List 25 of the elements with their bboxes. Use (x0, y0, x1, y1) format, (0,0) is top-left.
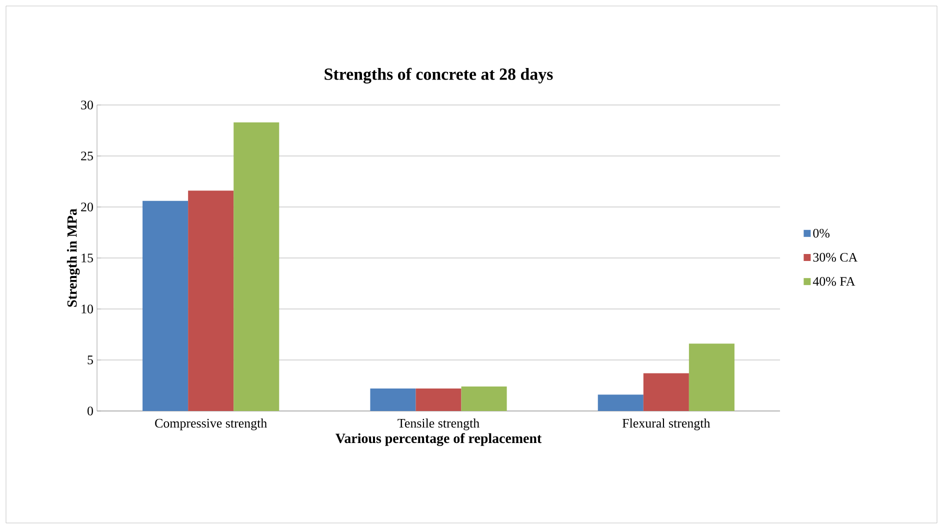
bar (234, 122, 280, 411)
x-tick-label: Tensile strength (398, 418, 480, 430)
y-tick-label: 20 (81, 202, 93, 212)
y-tick-label: 15 (82, 254, 93, 262)
y-tick-label: 25 (81, 152, 93, 160)
y-tick-label: 5 (88, 356, 93, 364)
bar (188, 190, 234, 411)
legend-label: 30% CA (813, 252, 858, 262)
bar (142, 200, 188, 411)
bar (370, 388, 416, 411)
bar (598, 394, 644, 411)
bar (461, 386, 507, 411)
bar (416, 388, 462, 411)
x-tick-label: Compressive strength (155, 418, 267, 430)
bar (643, 373, 689, 411)
y-axis-title: Strength in MPa (66, 208, 80, 307)
x-axis-title: Various percentage of replacement (336, 433, 542, 446)
legend-label: 40% FA (812, 277, 856, 286)
y-tick-label: 10 (82, 304, 93, 314)
legend-label: 0% (813, 228, 830, 238)
y-tick-label: 30 (81, 100, 93, 110)
bar (688, 344, 734, 411)
y-tick-label: 0 (88, 406, 93, 416)
x-tick-label: Flexural strength (622, 418, 710, 430)
chart-title: Strengths of concrete at 28 days (324, 68, 553, 84)
